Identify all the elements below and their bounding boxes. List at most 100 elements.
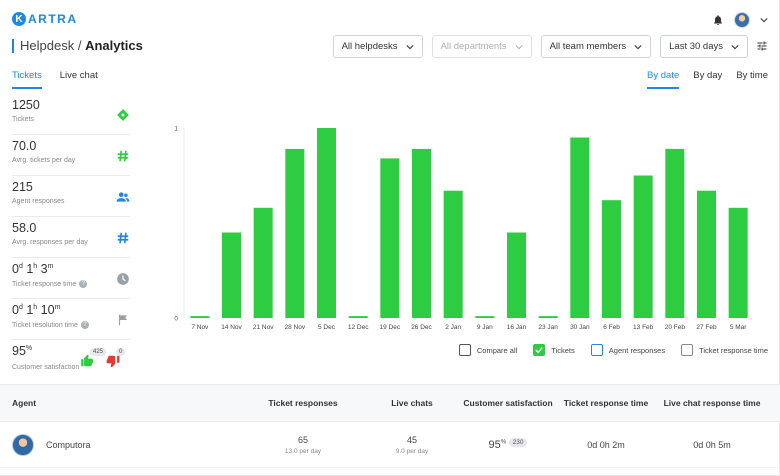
stat-value: 70.0 (12, 139, 37, 153)
legend-label: Compare all (476, 345, 518, 355)
live-chats-per-day: 9.0 per day (395, 447, 429, 455)
stat-agent-responses[interactable]: 215 Agent responses (12, 176, 130, 217)
bell-icon[interactable] (712, 14, 724, 26)
satisfaction-votes: 425 0 (80, 348, 126, 368)
stat-avg-responses[interactable]: 58.0 Avrg. responses per day (12, 217, 130, 258)
stat-ticket-resolution-time[interactable]: 0d 1h 10m Ticket resolution time? (12, 299, 130, 340)
column-agent[interactable]: Agent (12, 398, 37, 408)
ticket-responses-per-day: 13.0 per day (284, 447, 322, 455)
bar-28-nov[interactable] (285, 148, 305, 318)
bar-20-feb[interactable] (665, 148, 685, 318)
bar-6-feb[interactable] (602, 200, 621, 318)
bar-5-mar[interactable] (728, 207, 748, 318)
tab-tickets[interactable]: Tickets (12, 70, 42, 89)
bar-14-nov[interactable] (222, 232, 241, 319)
x-tick-label: 7 Nov (191, 324, 209, 331)
likes-count: 425 (90, 348, 107, 356)
stat-label: Avrg. responses per day (12, 239, 88, 246)
y-tick-label: 0 (174, 316, 178, 323)
column-live-chat-response-time[interactable]: Live chat response time (663, 398, 761, 408)
settings-sliders-icon[interactable] (756, 40, 768, 52)
bar-7-nov[interactable] (190, 316, 210, 318)
tab-by-date[interactable]: By date (647, 70, 680, 89)
stat-label: Ticket resolution time? (12, 321, 89, 329)
legend-agent-responses[interactable]: Agent responses (590, 344, 665, 356)
column-live-chats[interactable]: Live chats (391, 398, 433, 408)
stat-tickets[interactable]: 1250 Tickets (12, 94, 130, 135)
x-tick-label: 23 Jan (538, 324, 558, 331)
x-tick-label: 14 Nov (221, 324, 242, 331)
checkbox-unchecked[interactable] (458, 344, 471, 356)
breadcrumb-section[interactable]: Helpdesk (20, 38, 75, 53)
tab-by-day[interactable]: By day (693, 70, 723, 81)
department-filter[interactable]: All departments (431, 35, 532, 58)
column-customer-satisfaction[interactable]: Customer satisfaction (463, 398, 553, 408)
ticket-responses-value: 65 (297, 434, 308, 445)
stat-customer-satisfaction[interactable]: 95% Customer satisfaction 425 0 (12, 340, 130, 380)
column-ticket-response-time[interactable]: Ticket response time (563, 398, 649, 408)
kartra-logo[interactable]: K ARTRA (12, 12, 78, 26)
granularity-tabs: By date By day By time (647, 70, 768, 89)
bar-12-dec[interactable] (348, 316, 368, 318)
legend-label: Ticket response time (699, 345, 768, 355)
agent-avatar (12, 433, 34, 456)
agent-name[interactable]: Computora (46, 439, 91, 450)
chevron-down-icon[interactable] (760, 16, 768, 24)
bar-21-nov[interactable] (253, 207, 273, 318)
checkbox-unchecked[interactable] (681, 344, 694, 356)
x-tick-label: 5 Dec (318, 324, 336, 331)
bar-13-feb[interactable] (633, 175, 653, 319)
bar-27-feb[interactable] (697, 190, 716, 318)
user-avatar[interactable] (734, 12, 750, 28)
stat-label: Customer satisfaction (12, 364, 80, 371)
bar-30-jan[interactable] (570, 137, 590, 319)
helpdesk-filter[interactable]: All helpdesks (332, 35, 423, 58)
breadcrumb-separator: / (77, 38, 82, 53)
stat-label: Tickets (12, 116, 34, 123)
help-icon[interactable]: ? (79, 280, 88, 288)
hash-icon (117, 150, 129, 162)
user-area (712, 12, 768, 28)
bar-26-dec[interactable] (412, 148, 431, 318)
x-tick-label: 28 Nov (285, 324, 306, 331)
table-row[interactable]: Computora 65 13.0 per day 45 9.0 per day… (0, 422, 780, 468)
tickets-bar-chart: 0 1 7 Nov 14 Nov 21 Nov 28 Nov 5 Dec 12 Dec 19 D… (174, 126, 748, 331)
stat-label: Agent responses (12, 198, 65, 205)
tab-by-time[interactable]: By time (736, 70, 768, 81)
x-tick-label: 30 Jan (570, 324, 590, 331)
tab-live-chat[interactable]: Live chat (59, 70, 98, 81)
thumbs-up-count: 425 (80, 348, 107, 368)
legend-ticket-response-time[interactable]: Ticket response time (681, 344, 768, 356)
bar-19-dec[interactable] (380, 158, 400, 318)
data-tabs: Tickets Live chat (12, 70, 98, 89)
legend-compare-all[interactable]: Compare all (458, 344, 518, 356)
stat-ticket-response-time[interactable]: 0d 1h 3m Ticket response time? (12, 258, 130, 299)
table-header: Agent Ticket responses Live chats Custom… (0, 384, 780, 422)
bar-23-jan[interactable] (538, 316, 558, 318)
satisfaction-cell: 95% 230 (458, 437, 558, 451)
column-ticket-responses[interactable]: Ticket responses (268, 398, 338, 408)
team-member-filter[interactable]: All team members (540, 35, 652, 58)
bar-5-dec[interactable] (317, 128, 336, 318)
legend-tickets[interactable]: Tickets (533, 344, 575, 356)
x-tick-label: 19 Dec (380, 324, 401, 331)
chevron-down-icon (731, 44, 739, 49)
stat-value: 0d 1h 3m (12, 262, 54, 276)
bar-16-jan[interactable] (507, 232, 526, 319)
stat-label: Avrg. tickets per day (12, 157, 76, 164)
help-icon[interactable]: ? (80, 321, 89, 329)
thumbs-down-icon (106, 355, 120, 368)
checkbox-unchecked[interactable] (590, 344, 603, 356)
checkbox-checked[interactable] (533, 344, 546, 356)
stat-value: 58.0 (12, 221, 37, 235)
bar-2-jan[interactable] (443, 190, 463, 318)
logo-text: ARTRA (28, 12, 78, 26)
clock-icon (117, 273, 129, 285)
agent-table: Agent Ticket responses Live chats Custom… (0, 384, 780, 468)
stat-avg-tickets[interactable]: 70.0 Avrg. tickets per day (12, 135, 130, 176)
bar-9-jan[interactable] (475, 316, 495, 318)
satisfaction-value: 95% (488, 438, 507, 451)
x-tick-label: 16 Jan (507, 324, 527, 331)
dislikes-count: 0 (116, 348, 126, 356)
date-range-filter[interactable]: Last 30 days (660, 35, 748, 58)
